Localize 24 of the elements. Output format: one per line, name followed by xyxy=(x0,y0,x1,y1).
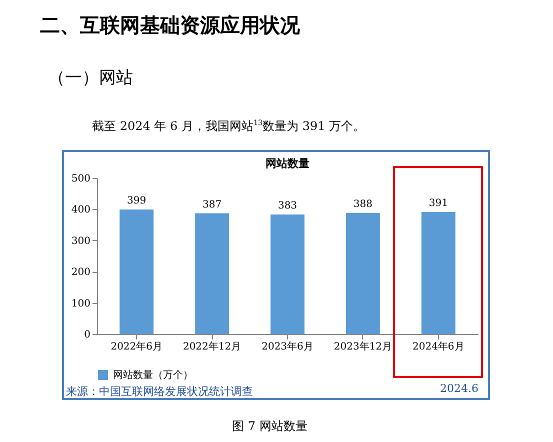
data-label: 388 xyxy=(353,198,372,210)
chart-title: 网站数量 xyxy=(266,157,310,170)
data-label: 399 xyxy=(127,196,146,207)
caption: 图 7 网站数量 xyxy=(232,418,308,435)
x-tick-label: 2023年12月 xyxy=(334,340,392,352)
x-tick-label: 2024年6月 xyxy=(412,340,464,352)
y-tick-label: 200 xyxy=(71,267,90,278)
data-label: 387 xyxy=(202,199,222,210)
text: 截至 2024 年 6 月，我国网站$^{13}$数量为 391 万个。 xyxy=(92,118,366,135)
data-label: 383 xyxy=(278,200,298,212)
text: （一）网站 xyxy=(48,67,133,89)
y-tick-label: 500 xyxy=(71,174,90,184)
text: 2024.6 xyxy=(440,382,478,395)
source-note: 来源：中国互联网络发展状况统计调查 xyxy=(66,384,253,399)
y-tick-label: 0 xyxy=(84,330,90,340)
y-tick-label: 300 xyxy=(71,236,90,247)
x-tick-label: 2022年12月 xyxy=(182,340,242,352)
data-label: 391 xyxy=(428,198,448,210)
x-tick-label: 2022年6月 xyxy=(110,340,163,352)
legend-label: 网站数量（万个） xyxy=(113,369,193,381)
x-tick-label: 2023年6月 xyxy=(262,340,314,352)
text: 二、互联网基础资源应用状况 xyxy=(40,12,300,39)
y-tick-label: 100 xyxy=(71,298,90,310)
y-tick-label: 400 xyxy=(71,204,90,216)
